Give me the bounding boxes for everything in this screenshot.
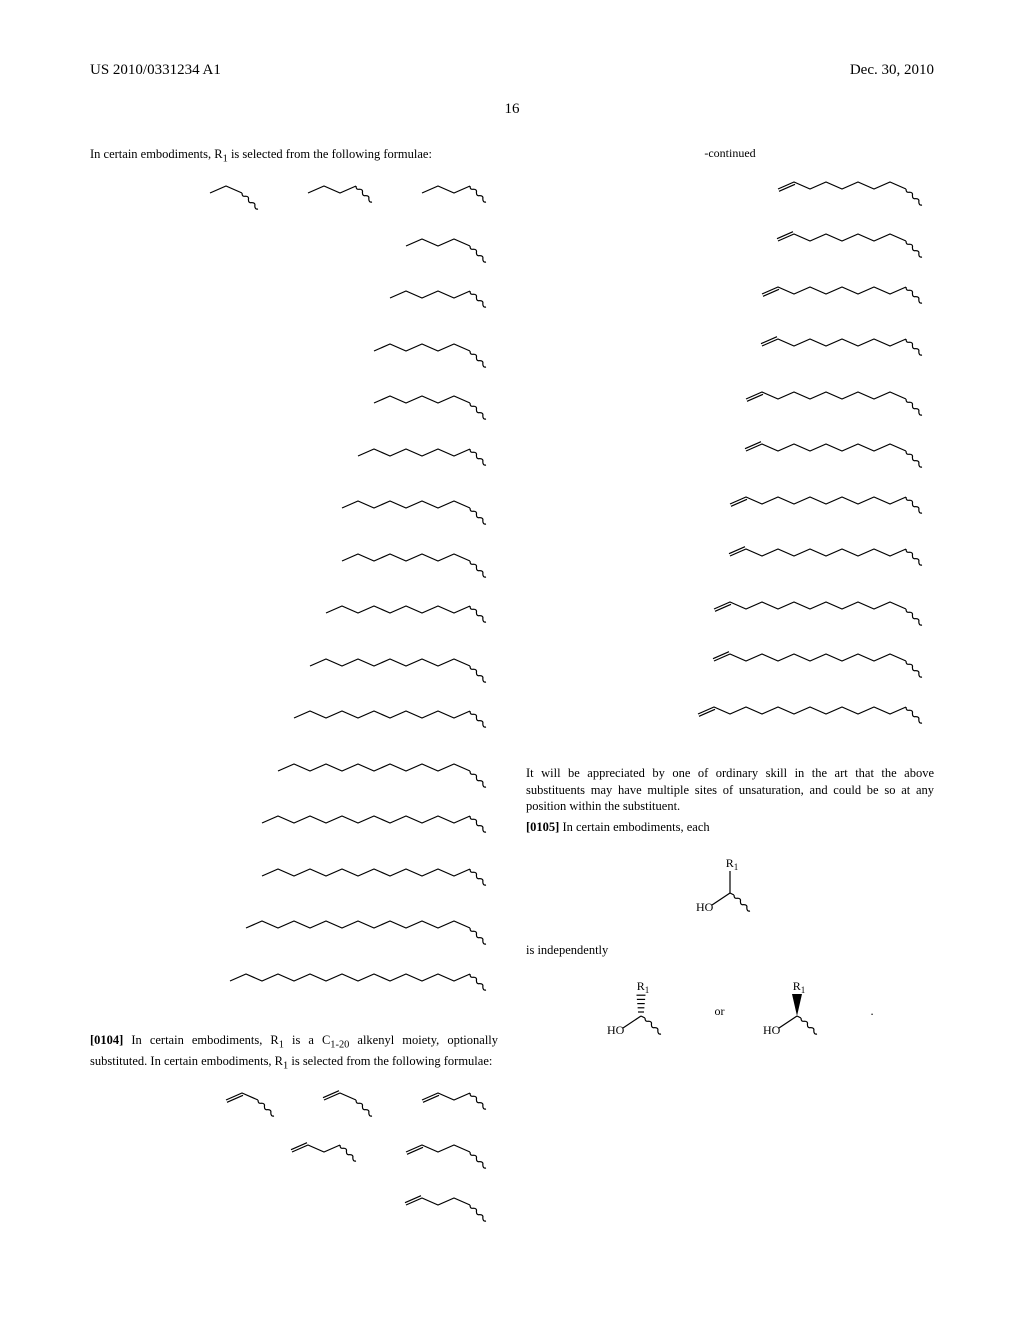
chain-structure — [772, 176, 934, 218]
intro-text-part2: is selected from the following formulae: — [228, 147, 432, 161]
chain-structure — [318, 1087, 384, 1129]
chain-structure — [740, 438, 934, 480]
formula-wedge-down: R1 HO — [742, 976, 852, 1047]
page-number: 16 — [0, 83, 1024, 118]
chain-structure — [416, 180, 498, 222]
formula-wedge-up: R1 HO — [586, 976, 696, 1047]
chain-structure — [724, 543, 934, 585]
chain-structure — [368, 338, 498, 380]
para0104-t1: In certain embodiments, R — [123, 1033, 278, 1047]
svg-text:HO: HO — [607, 1023, 625, 1037]
svg-text:HO: HO — [763, 1023, 781, 1037]
chain-structure — [692, 701, 934, 743]
para0104-t2: is a C — [284, 1033, 330, 1047]
chain-structure — [304, 653, 498, 695]
alkyl-structures — [90, 180, 498, 1014]
svg-text:R1: R1 — [793, 979, 806, 995]
left-column: In certain embodiments, R1 is selected f… — [90, 146, 498, 1256]
or-word: or — [714, 1004, 724, 1020]
chain-structure — [224, 968, 498, 1010]
publication-date: Dec. 30, 2010 — [850, 62, 934, 79]
paragraph-0105: [0105] In certain embodiments, each — [526, 819, 934, 836]
chain-structure — [272, 758, 498, 800]
para0105-number: [0105] — [526, 820, 559, 834]
svg-text:R1: R1 — [726, 856, 739, 872]
two-column-content: In certain embodiments, R1 is selected f… — [0, 118, 1024, 1256]
para0104-range: 1-20 — [330, 1040, 349, 1051]
chain-structure — [400, 1192, 498, 1234]
chain-structure — [756, 281, 934, 323]
is-independently-text: is independently — [526, 942, 934, 959]
chain-structure — [368, 390, 498, 432]
chain-structure — [286, 1139, 368, 1181]
chain-structure — [740, 386, 934, 428]
chain-structure — [400, 1139, 498, 1181]
intro-paragraph: In certain embodiments, R1 is selected f… — [90, 146, 498, 166]
chain-structure — [708, 596, 934, 638]
intro-text-part1: In certain embodiments, R — [90, 147, 223, 161]
chain-structure — [256, 810, 498, 852]
chain-structure — [288, 705, 498, 747]
para0104-number: [0104] — [90, 1033, 123, 1047]
chain-structure — [772, 228, 934, 270]
paragraph-0104: [0104] In certain embodiments, R1 is a C… — [90, 1032, 498, 1073]
ho-r1-fragment: R1 HO — [675, 853, 785, 919]
patent-number: US 2010/0331234 A1 — [90, 62, 221, 79]
page-header: US 2010/0331234 A1 Dec. 30, 2010 — [0, 0, 1024, 83]
chain-structure — [302, 180, 384, 222]
continued-label: -continued — [526, 146, 934, 162]
chain-structure — [352, 443, 498, 485]
chain-structure — [336, 495, 498, 537]
right-column: -continued It will be appreciated by one… — [526, 146, 934, 1256]
chain-structure — [336, 548, 498, 590]
chain-structure — [240, 915, 498, 957]
chain-structure — [320, 600, 498, 642]
chain-structure — [400, 233, 498, 275]
svg-text:HO: HO — [696, 900, 714, 914]
chain-structure — [204, 180, 270, 222]
alkenyl-structures-short — [90, 1087, 498, 1239]
formula-generic-stereo: R1 HO — [526, 853, 934, 924]
alkenyl-structures-long — [526, 176, 934, 748]
ho-r1-fragment: R1 HO — [742, 976, 852, 1042]
chain-structure — [708, 648, 934, 690]
chain-structure — [256, 863, 498, 905]
ho-r1-fragment: R1 HO — [586, 976, 696, 1042]
chain-structure — [756, 333, 934, 375]
chain-structure — [384, 285, 498, 327]
period: . — [870, 1003, 873, 1020]
chain-structure — [724, 491, 934, 533]
appreciation-paragraph: It will be appreciated by one of ordinar… — [526, 765, 934, 815]
formula-stereo-pair: R1 HO or R1 HO . — [526, 976, 934, 1047]
chain-structure — [416, 1087, 498, 1129]
para0104-t4: is selected from the following formulae: — [288, 1054, 492, 1068]
chain-structure — [220, 1087, 286, 1129]
para0105-text: In certain embodiments, each — [559, 820, 709, 834]
svg-text:R1: R1 — [637, 979, 650, 995]
